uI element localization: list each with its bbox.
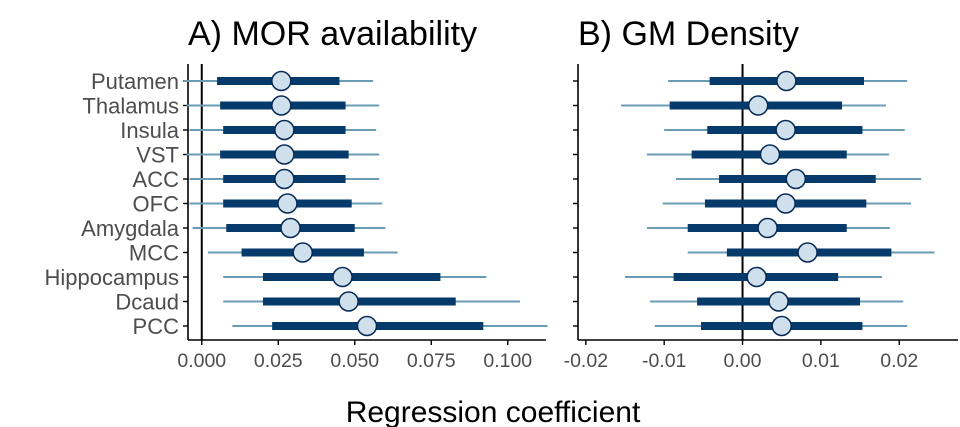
mor-point-estimate [280,217,301,239]
region-label: VST [136,143,179,168]
mor-x-tick-label: 0.075 [407,350,456,372]
mor-point-estimate [274,168,295,190]
gm-x-tick-label: 0.02 [880,350,918,372]
gm-point-estimate [757,217,778,239]
gm-point-estimate [775,193,796,214]
region-label: Hippocampus [44,265,179,290]
mor-x-tick-label: 0.050 [330,350,379,372]
gm-point-estimate [768,291,789,312]
mor-point-estimate [277,193,298,214]
gm-x-tick-label: 0.00 [724,350,762,372]
panel-a-title: A) MOR availability [188,15,477,53]
gm-point-estimate [747,95,769,116]
region-label: PCC [133,314,180,339]
panel-gm-density: B) GM Density -0.02 -0.01 0.00 0.01 0.02 [564,15,958,372]
gm-x-tick-label: -0.01 [642,350,686,372]
mor-point-estimate [338,291,359,312]
mor-point-estimate [332,266,353,288]
gm-point-estimate [797,242,818,263]
gm-x-tick-label: 0.01 [802,350,840,372]
mor-x-tick-label: 0.000 [177,350,226,372]
mor-point-estimate [271,70,292,92]
mor-point-estimate [356,315,378,337]
region-label: Insula [120,118,179,143]
region-label: MCC [129,241,179,266]
gm-point-estimate [771,315,792,337]
gm-point-estimate [775,119,796,141]
mor-x-tick-label: 0.100 [483,350,532,372]
mor-point-estimate [274,144,295,165]
region-label: Amygdala [81,216,180,241]
gm-x-tick-label: -0.02 [564,350,608,372]
region-label: OFC [133,192,180,217]
gm-point-estimate [776,70,797,92]
mor-point-estimate [292,242,313,263]
gm-point-estimate [746,266,767,288]
gm-point-estimate [759,144,781,165]
mor-point-estimate [271,95,292,116]
panel-mor-availability: A) MOR availability 0.000 0.025 0.050 0.075… [44,15,548,372]
region-label: Putamen [91,69,179,94]
mor-point-estimate [274,119,295,141]
region-label: Thalamus [82,94,179,119]
panel-b-title: B) GM Density [578,15,799,53]
region-label: Dcaud [115,290,179,315]
x-axis-title: Regression coefficient [346,396,641,427]
mor-x-tick-label: 0.025 [254,350,303,372]
gm-point-estimate [785,168,807,190]
region-label: ACC [133,167,180,192]
